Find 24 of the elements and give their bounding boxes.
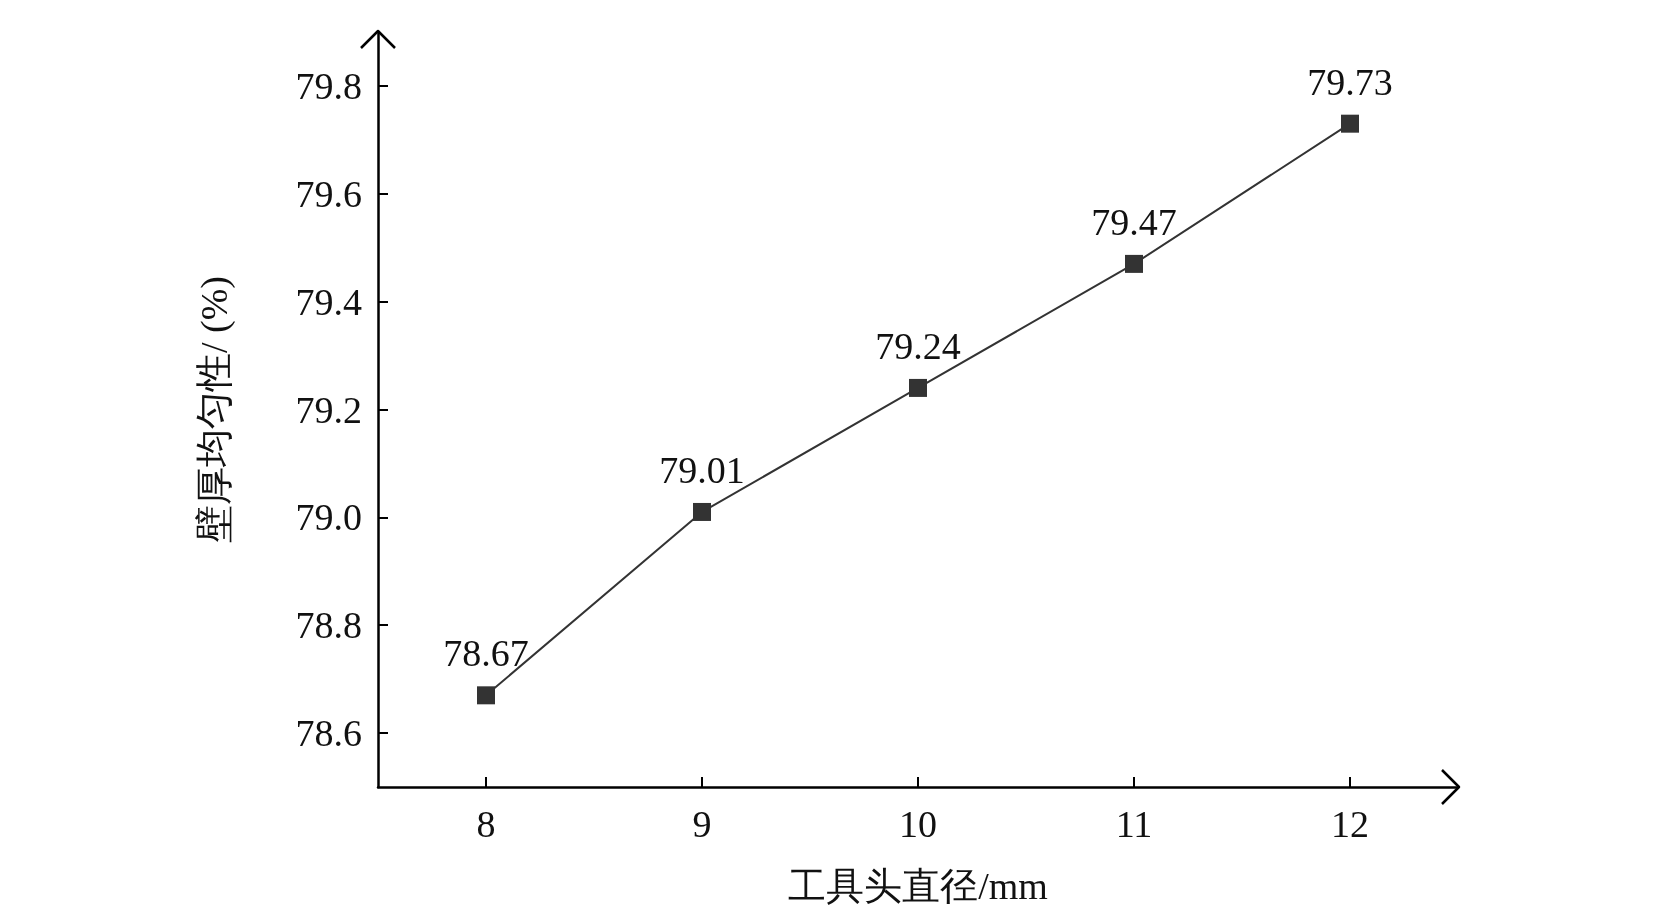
y-tick-label: 78.8 [295,604,362,647]
y-tick-label: 79.2 [295,388,362,431]
point [1125,254,1143,273]
data-label: 79.47 [1091,200,1177,243]
point [1341,114,1359,133]
data-label: 78.67 [443,632,529,675]
x-tick-label: 8 [476,803,496,845]
data-label: 79.73 [1307,60,1393,103]
data-label: 79.24 [875,324,961,367]
x-tick-label: 12 [1331,803,1369,845]
y-tick-label: 79.8 [295,64,362,107]
point [693,502,711,521]
y-tick-label: 79.4 [295,280,362,323]
data-label: 79.01 [659,448,745,491]
y-tick-label: 79.6 [295,172,362,215]
y-tick-label: 78.6 [295,712,362,755]
point [477,686,495,705]
x-axis-title: 工具头直径/mm [788,865,1048,907]
x-tick-label: 10 [899,803,937,845]
point [909,378,927,397]
y-tick-label: 79.0 [295,496,362,539]
y-axis-title: 壁厚均匀性/ (%) [193,275,236,544]
x-tick-label: 11 [1115,803,1153,845]
x-tick-label: 9 [692,803,712,845]
